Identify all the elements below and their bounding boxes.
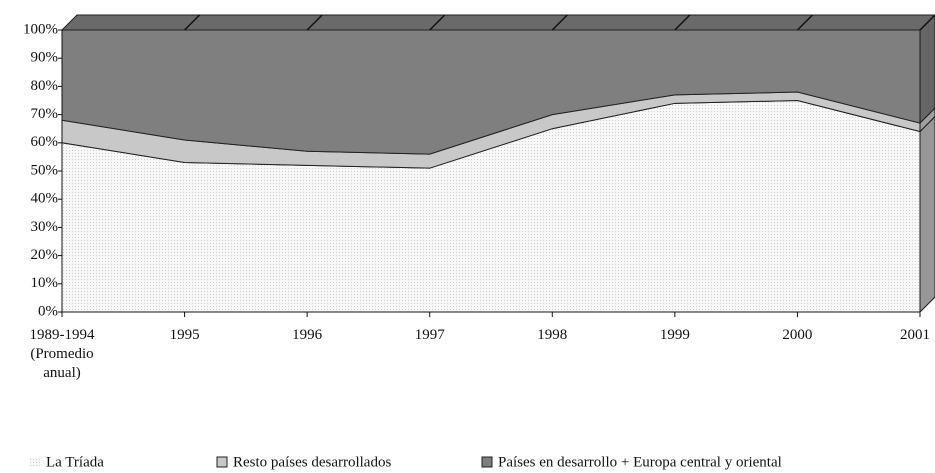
legend-label: Países en desarrollo + Europa central y … xyxy=(498,454,782,470)
depth-line xyxy=(796,14,813,31)
y-tick-label: 50% xyxy=(31,162,59,178)
depth-line xyxy=(306,14,323,31)
y-tick-label: 80% xyxy=(31,78,59,94)
y-tick-label: 0% xyxy=(38,303,58,319)
x-tick-label: 1998 xyxy=(537,327,568,343)
depth-line xyxy=(919,14,935,31)
y-tick-label: 20% xyxy=(31,247,59,263)
legend-item: La Tríada xyxy=(30,454,104,470)
depth-line xyxy=(674,14,691,31)
area-side xyxy=(919,14,935,125)
x-tick-label: 1995 xyxy=(169,327,200,343)
x-tick-label: 2001 xyxy=(900,327,930,343)
y-tick-label: 90% xyxy=(31,50,59,66)
legend-swatch xyxy=(216,456,228,468)
area-side xyxy=(919,115,935,314)
legend-label: Resto países desarrollados xyxy=(233,454,391,470)
y-tick-label: 60% xyxy=(31,134,59,150)
legend-item: Resto países desarrollados xyxy=(216,454,391,470)
x-tick-label: 1999 xyxy=(659,327,690,343)
x-tick-label: 1996 xyxy=(292,327,323,343)
legend-swatch xyxy=(30,457,40,467)
x-tick-label: 2000 xyxy=(782,327,813,343)
x-tick-label: 1989-1994 (Promedio anual) xyxy=(29,327,95,381)
depth-line xyxy=(429,14,446,31)
depth-line xyxy=(184,14,201,31)
y-tick-label: 100% xyxy=(23,21,58,37)
top-face xyxy=(60,14,935,31)
y-tick-label: 10% xyxy=(31,275,59,291)
legend-label: La Tríada xyxy=(46,454,104,470)
legend-swatch xyxy=(481,456,493,468)
y-tick-label: 30% xyxy=(31,219,59,235)
legend-item: Países en desarrollo + Europa central y … xyxy=(481,454,782,470)
depth-line xyxy=(551,14,568,31)
x-tick-label: 1997 xyxy=(414,327,445,343)
y-tick-label: 40% xyxy=(31,191,59,207)
y-tick-label: 70% xyxy=(31,106,59,122)
